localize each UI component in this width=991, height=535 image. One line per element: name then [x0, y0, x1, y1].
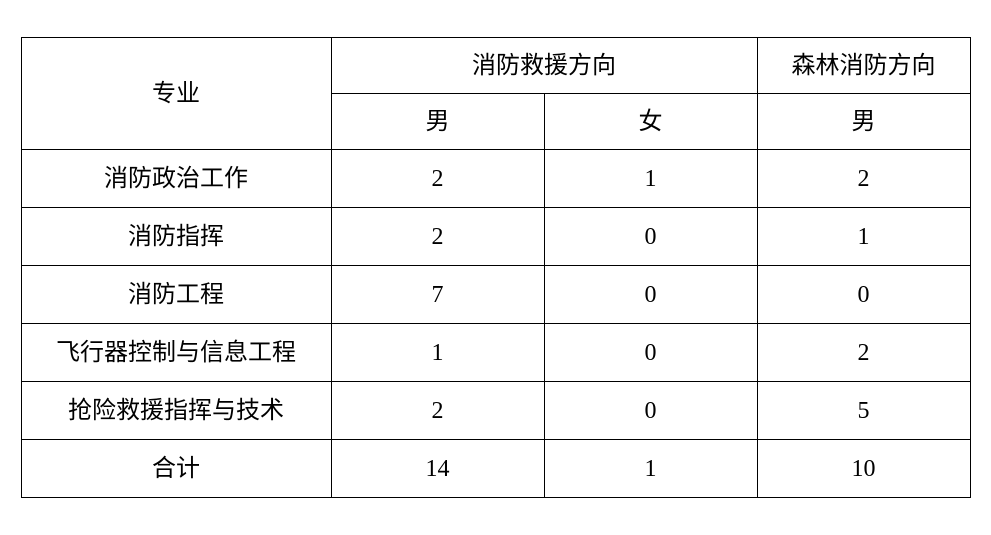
cell-value: 2: [331, 382, 544, 440]
table-row: 消防工程 7 0 0: [21, 266, 970, 324]
subheader-col-3: 男: [757, 94, 970, 150]
enrollment-table: 专业 消防救援方向 森林消防方向 男 女 男 消防政治工作 2 1 2 消防指挥…: [21, 37, 971, 498]
header-group-1: 消防救援方向: [331, 38, 757, 94]
table-header-row: 专业 消防救援方向 森林消防方向: [21, 38, 970, 94]
cell-value: 1: [757, 208, 970, 266]
subheader-col-1: 男: [331, 94, 544, 150]
cell-value: 2: [331, 208, 544, 266]
subheader-col-2: 女: [544, 94, 757, 150]
cell-major: 消防政治工作: [21, 150, 331, 208]
header-major: 专业: [21, 38, 331, 150]
table-row-total: 合计 14 1 10: [21, 440, 970, 498]
cell-value: 1: [544, 150, 757, 208]
table-row: 消防指挥 2 0 1: [21, 208, 970, 266]
cell-value: 0: [544, 208, 757, 266]
cell-major: 飞行器控制与信息工程: [21, 324, 331, 382]
table-row: 消防政治工作 2 1 2: [21, 150, 970, 208]
table-row: 抢险救援指挥与技术 2 0 5: [21, 382, 970, 440]
table-row: 飞行器控制与信息工程 1 0 2: [21, 324, 970, 382]
cell-value: 0: [544, 266, 757, 324]
cell-value: 1: [331, 324, 544, 382]
cell-value: 5: [757, 382, 970, 440]
cell-major: 抢险救援指挥与技术: [21, 382, 331, 440]
cell-major: 合计: [21, 440, 331, 498]
cell-value: 0: [544, 382, 757, 440]
cell-value: 10: [757, 440, 970, 498]
cell-value: 0: [757, 266, 970, 324]
cell-value: 7: [331, 266, 544, 324]
header-group-2: 森林消防方向: [757, 38, 970, 94]
cell-value: 2: [331, 150, 544, 208]
cell-major: 消防工程: [21, 266, 331, 324]
cell-major: 消防指挥: [21, 208, 331, 266]
cell-value: 2: [757, 150, 970, 208]
cell-value: 1: [544, 440, 757, 498]
cell-value: 0: [544, 324, 757, 382]
cell-value: 14: [331, 440, 544, 498]
cell-value: 2: [757, 324, 970, 382]
